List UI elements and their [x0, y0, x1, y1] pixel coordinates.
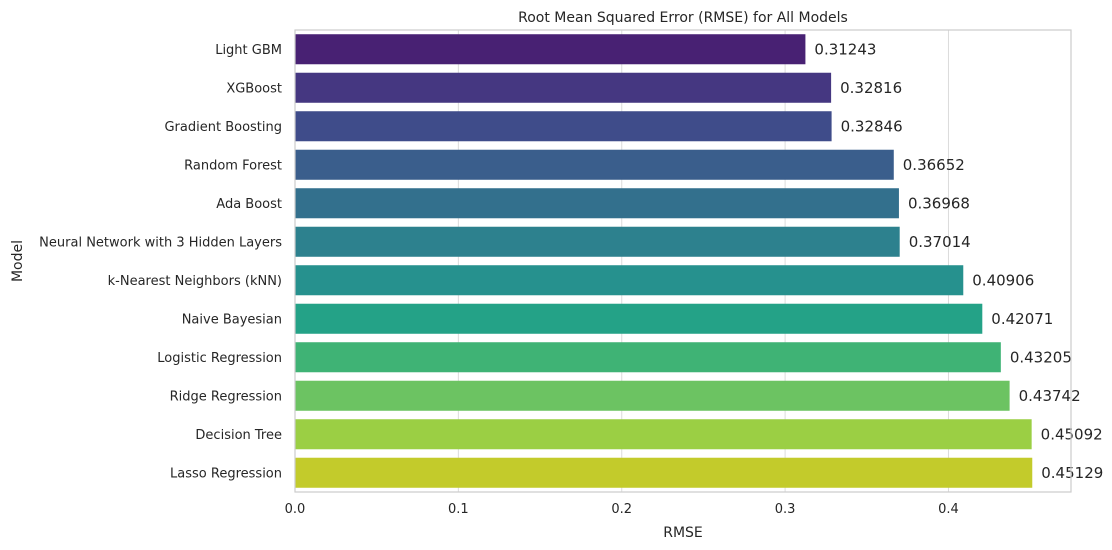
x-tick-labels: 0.0 0.1 0.2 0.3 0.4 — [285, 502, 959, 517]
bar — [295, 419, 1032, 450]
bar — [295, 72, 832, 103]
bar — [295, 342, 1001, 373]
category-label: Random Forest — [184, 158, 282, 173]
bar-value-label: 0.43742 — [1019, 387, 1081, 405]
category-label: Ridge Regression — [170, 389, 282, 404]
y-axis-label: Model — [10, 240, 26, 282]
bar — [295, 457, 1033, 488]
bar-value-label: 0.32816 — [840, 79, 902, 97]
bar-value-label: 0.45129 — [1041, 464, 1103, 482]
category-labels: Light GBM XGBoost Gradient Boosting Random … — [39, 43, 282, 482]
bar-value-label: 0.36968 — [908, 194, 970, 212]
bar — [295, 149, 894, 180]
chart-title: Root Mean Squared Error (RMSE) for All M… — [518, 10, 848, 26]
bar-value-label: 0.45092 — [1041, 425, 1103, 443]
x-tick-label: 0.2 — [611, 502, 632, 517]
x-tick-label: 0.3 — [775, 502, 796, 517]
bar — [295, 265, 964, 296]
category-label: Naive Bayesian — [182, 312, 282, 327]
bar — [295, 111, 832, 142]
bar-value-label: 0.32846 — [841, 117, 903, 135]
category-label: XGBoost — [226, 81, 282, 96]
category-label: Ada Boost — [216, 197, 282, 212]
category-label: Lasso Regression — [170, 466, 282, 481]
bar-value-label: 0.43205 — [1010, 348, 1072, 366]
x-tick-label: 0.0 — [285, 502, 306, 517]
bar — [295, 303, 983, 334]
bar-value-label: 0.31243 — [814, 40, 876, 58]
bar — [295, 226, 900, 257]
category-label: k-Nearest Neighbors (kNN) — [108, 274, 282, 289]
category-label: Decision Tree — [195, 428, 282, 443]
bar-value-label: 0.36652 — [903, 156, 965, 174]
x-tick-label: 0.4 — [938, 502, 959, 517]
x-tick-label: 0.1 — [448, 502, 469, 517]
bar — [295, 188, 899, 219]
category-label: Neural Network with 3 Hidden Layers — [39, 235, 282, 250]
bars — [295, 34, 1033, 488]
value-labels: 0.31243 0.32816 0.32846 0.36652 0.36968 0.370… — [814, 40, 1103, 482]
bar — [295, 34, 806, 65]
category-label: Logistic Regression — [157, 351, 282, 366]
category-label: Light GBM — [215, 43, 282, 58]
category-label: Gradient Boosting — [164, 120, 282, 135]
x-axis-label: RMSE — [663, 525, 703, 541]
plot-frame — [294, 29, 1072, 493]
bar — [295, 380, 1010, 411]
bar-value-label: 0.37014 — [909, 233, 971, 251]
bar-value-label: 0.40906 — [972, 271, 1034, 289]
bar-value-label: 0.42071 — [991, 310, 1053, 328]
